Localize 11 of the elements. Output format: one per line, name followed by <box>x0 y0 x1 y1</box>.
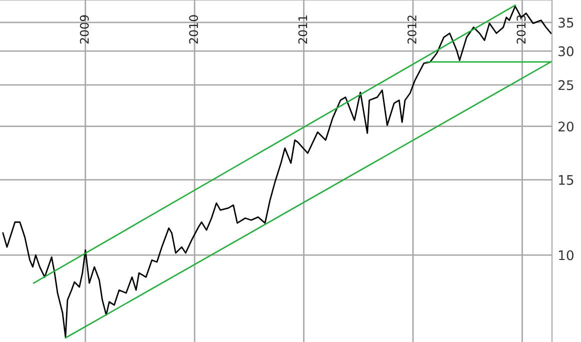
x-tick-label: 2009 <box>80 15 89 44</box>
y-tick-label: 20 <box>558 122 574 132</box>
x-tick-label: 2010 <box>189 15 198 44</box>
x-tick-label: 2013 <box>516 15 526 44</box>
x-tick-label: 2011 <box>298 15 308 44</box>
x-tick-label: 2012 <box>407 16 416 44</box>
y-tick-label: 35 <box>558 18 574 28</box>
y-tick-label: 10 <box>559 250 574 260</box>
y-tick-label: 30 <box>558 46 574 56</box>
y-tick-label: 15 <box>559 175 574 185</box>
y-tick-label: 25 <box>558 80 574 90</box>
